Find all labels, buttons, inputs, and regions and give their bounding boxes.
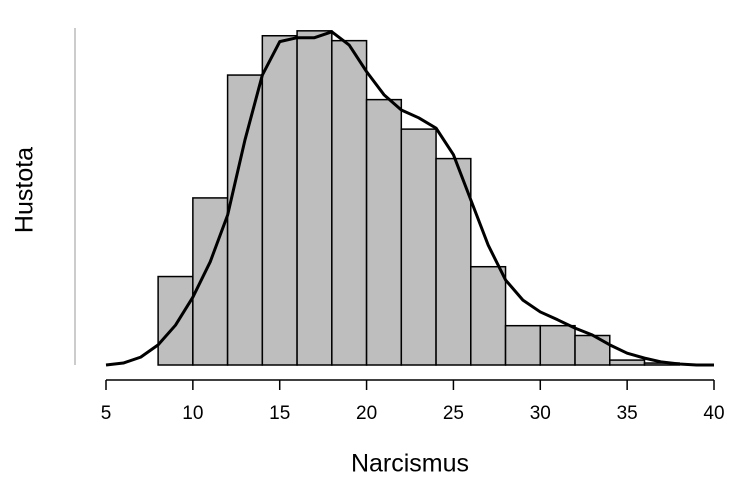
- bar: [470, 265, 507, 366]
- x-tick-label: 20: [356, 403, 377, 424]
- x-tick-label: 40: [703, 403, 724, 424]
- bar: [365, 98, 403, 366]
- x-tick-label: 10: [182, 403, 203, 424]
- density-curve: [105, 30, 714, 367]
- bar: [261, 34, 298, 366]
- x-tick-label: 15: [269, 403, 290, 424]
- bar: [609, 359, 646, 366]
- y-axis-label: Hustota: [11, 147, 39, 233]
- x-tick-label: 25: [443, 403, 464, 424]
- x-tick-label: 30: [530, 403, 551, 424]
- bar: [192, 197, 229, 366]
- bar: [226, 74, 264, 366]
- x-axis-label: Narcismus: [351, 450, 469, 477]
- bar: [504, 324, 542, 366]
- x-tick-label: 35: [617, 403, 638, 424]
- bar: [157, 275, 194, 366]
- x-tick-label: 5: [101, 403, 112, 424]
- bar: [400, 128, 437, 366]
- bar: [539, 324, 576, 366]
- bar: [331, 39, 368, 366]
- bar: [574, 334, 611, 366]
- bar: [296, 30, 333, 366]
